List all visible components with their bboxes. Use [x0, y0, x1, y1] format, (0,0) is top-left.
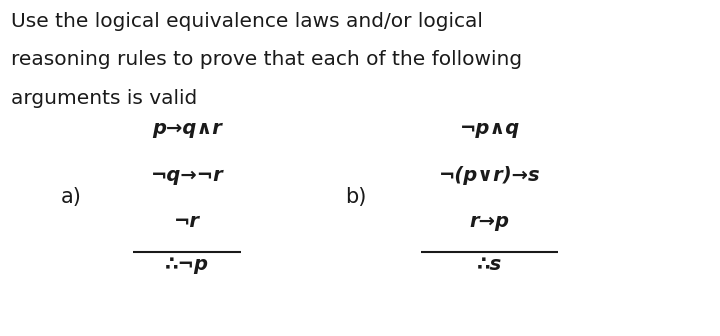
Text: b): b) — [346, 186, 367, 207]
Text: ¬p∧q: ¬p∧q — [459, 119, 520, 138]
Text: p→q∧r: p→q∧r — [152, 119, 222, 138]
Text: reasoning rules to prove that each of the following: reasoning rules to prove that each of th… — [11, 50, 522, 70]
Text: a): a) — [61, 186, 82, 207]
Text: ¬(p∨r)→s: ¬(p∨r)→s — [438, 166, 541, 185]
Text: ¬r: ¬r — [174, 212, 200, 231]
Text: r→p: r→p — [469, 212, 510, 231]
Text: Use the logical equivalence laws and/or logical: Use the logical equivalence laws and/or … — [11, 12, 482, 31]
Text: ¬q→¬r: ¬q→¬r — [150, 166, 224, 185]
Text: arguments is valid: arguments is valid — [11, 89, 197, 108]
Text: ∴s: ∴s — [477, 255, 503, 274]
Text: ∴¬p: ∴¬p — [165, 255, 210, 274]
